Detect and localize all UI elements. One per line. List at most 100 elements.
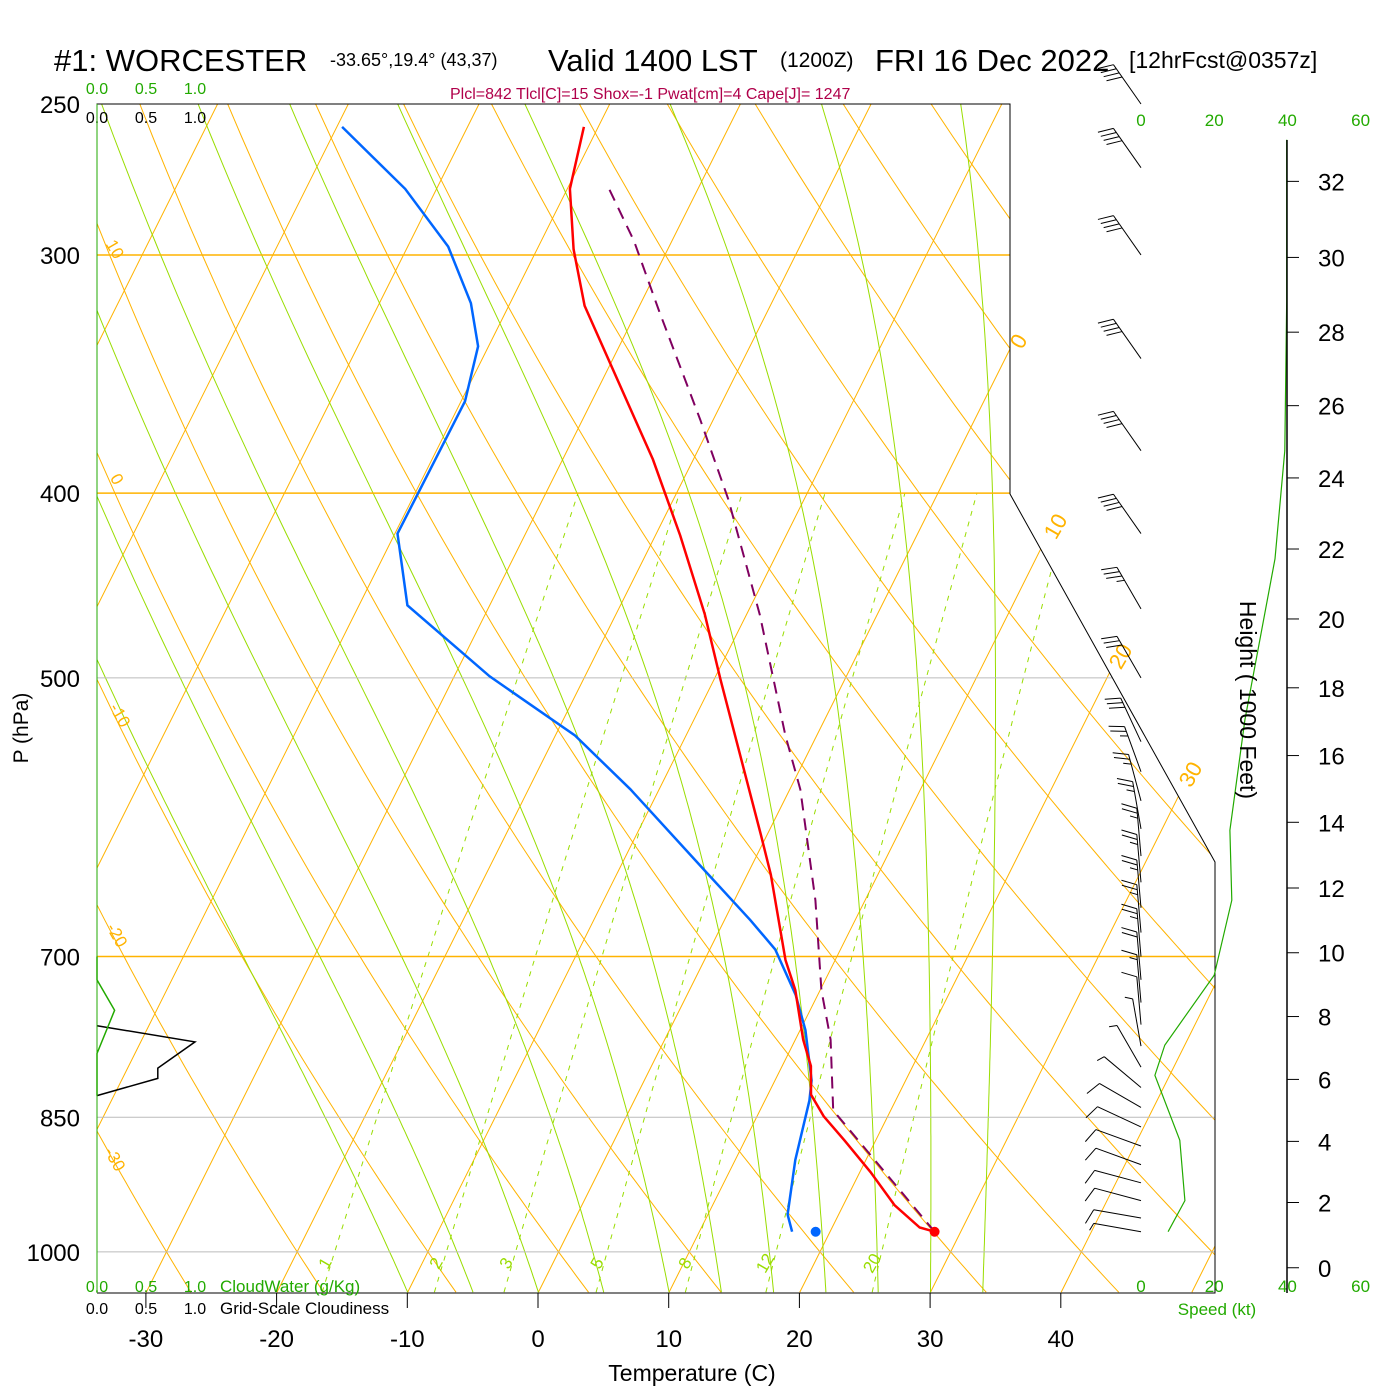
wind-barb-staff	[1094, 1187, 1142, 1202]
height-tick-label: 10	[1318, 941, 1345, 968]
wind-barb-staff	[1124, 726, 1142, 772]
surface-temperature-marker	[929, 1226, 940, 1237]
wind-barb-half-feather	[1123, 762, 1132, 765]
x-tick-label: 30	[917, 1326, 944, 1353]
wind-barb-half-feather	[1129, 841, 1138, 845]
wind-barb	[1101, 635, 1142, 679]
wind-barb-feather	[1103, 640, 1120, 644]
wind-barb-feather	[1100, 219, 1117, 225]
cloud-scale-label: 0.5	[135, 110, 157, 127]
wind-barb-feather	[1103, 72, 1120, 78]
wind-barb-feather	[1103, 326, 1120, 332]
wind-barb-staff	[1095, 1147, 1142, 1166]
wind-barb-feather	[1106, 423, 1123, 428]
wind-barb-staff	[1094, 1169, 1142, 1184]
cloud-scale-label: 1.0	[184, 1301, 206, 1318]
moist-adiabat-line	[101, 104, 605, 1293]
dry-adiabat-line	[403, 104, 1215, 1293]
height-tick-label: 2	[1318, 1190, 1331, 1217]
height-tick-label: 16	[1318, 744, 1345, 771]
dry-adiabat-line	[139, 104, 854, 1293]
speed-tick-label: 20	[1205, 1277, 1224, 1296]
wind-barb-feather	[1103, 501, 1120, 507]
wind-barb-staff	[1120, 697, 1142, 742]
y-axis-title: P (hPa)	[10, 693, 33, 764]
wind-barb-staff	[1116, 1025, 1142, 1068]
wind-barb-staff	[1113, 411, 1142, 451]
dry-adiabat-line	[666, 104, 1215, 1293]
isotherm-line	[930, 104, 1215, 1293]
isotherm-line	[407, 104, 1003, 1293]
wind-barb-staff	[1136, 908, 1142, 957]
forecast-date: FRI 16 Dec 2022	[875, 43, 1109, 78]
height-tick-label: 8	[1318, 1005, 1331, 1032]
overlay: -30 -20 -10 0 10 20 30 402503004005007008501000…	[27, 64, 1370, 1353]
wind-barb-feather	[1106, 506, 1123, 511]
wind-barb-feather	[1121, 932, 1138, 938]
wind-barb-staff	[1103, 1056, 1142, 1088]
wind-barb-feather	[1121, 949, 1137, 956]
wind-barb-feather	[1097, 64, 1114, 69]
height-axis-title: Height ( 1000 Feet)	[1235, 601, 1261, 799]
wind-barb	[1121, 855, 1142, 908]
wind-barb-feather	[1106, 331, 1123, 336]
x-axis-title: Temperature (C)	[608, 1360, 775, 1386]
isotherm-line	[1060, 104, 1215, 1293]
wind-barb	[1121, 879, 1142, 933]
wind-barb-staff	[1132, 781, 1142, 829]
wind-barb-feather	[1106, 227, 1123, 233]
wind-barb-staff	[1136, 859, 1142, 908]
wind-barb	[1085, 1106, 1142, 1128]
wind-barb	[1124, 996, 1142, 1047]
wind-barb	[1097, 64, 1142, 105]
wind-barb-feather	[1097, 215, 1114, 220]
wind-barb-feather	[1121, 927, 1137, 933]
moist-adiabat-line	[397, 104, 775, 1293]
wind-barb-feather	[1121, 879, 1137, 886]
pressure-tick-label: 400	[40, 481, 80, 508]
speed-tick-label: 40	[1278, 111, 1297, 130]
wind-barb-staff	[1128, 754, 1142, 801]
dry-adiabat-line	[754, 104, 1215, 1293]
wind-barb-half-feather	[1129, 915, 1138, 920]
height-tick-label: 18	[1318, 676, 1345, 703]
wind-barb-feather	[1113, 757, 1130, 760]
wind-barb-staff	[1136, 976, 1142, 1025]
wind-barb-feather	[1121, 803, 1137, 809]
wind-barb-feather	[1097, 410, 1114, 416]
wind-barb-feather	[1100, 132, 1117, 137]
isotherm-line	[145, 104, 741, 1293]
x-tick-label: -30	[129, 1326, 164, 1353]
wind-barb-feather	[1121, 860, 1138, 866]
wind-barb-feather	[1103, 571, 1120, 575]
isotherm-line	[97, 104, 480, 1293]
height-tick-label: 32	[1318, 169, 1345, 196]
cloud-scale-label: 1.0	[184, 81, 206, 98]
wind-barb-staff	[1136, 931, 1142, 980]
x-tick-label: -10	[390, 1326, 425, 1353]
wind-barb-feather	[1121, 884, 1138, 891]
height-tick-label: 30	[1318, 245, 1345, 272]
wind-barb-staff	[1136, 884, 1142, 933]
wind-barb-feather	[1106, 140, 1123, 145]
speed-tick-label: 20	[1205, 111, 1224, 130]
isotherm-line	[97, 104, 611, 1293]
height-tick-label: 24	[1318, 466, 1345, 493]
mixing-ratio-line	[503, 493, 743, 1293]
speed-tick-label: 60	[1351, 1277, 1370, 1296]
sounding-indices: Plcl=842 Tlcl[C]=15 Shox=-1 Pwat[cm]=4 C…	[450, 86, 850, 103]
wind-barb-half-feather	[1089, 1223, 1095, 1231]
dry-adiabat-line	[97, 104, 324, 1293]
wind-barb	[1121, 829, 1142, 883]
pressure-tick-label: 1000	[27, 1240, 80, 1267]
wind-barb-feather	[1101, 566, 1118, 571]
wind-barb	[1108, 725, 1142, 772]
wind-barb-feather	[1106, 76, 1123, 82]
wind-barb	[1097, 127, 1142, 169]
pressure-tick-label: 300	[40, 243, 80, 270]
moist-adiabat-line	[289, 104, 722, 1293]
dry-adiabat-line	[97, 104, 589, 1293]
valid-time: Valid 1400 LST	[548, 43, 758, 78]
wind-barb-half-feather	[1129, 891, 1138, 896]
wind-barb-staff	[1093, 1209, 1142, 1219]
